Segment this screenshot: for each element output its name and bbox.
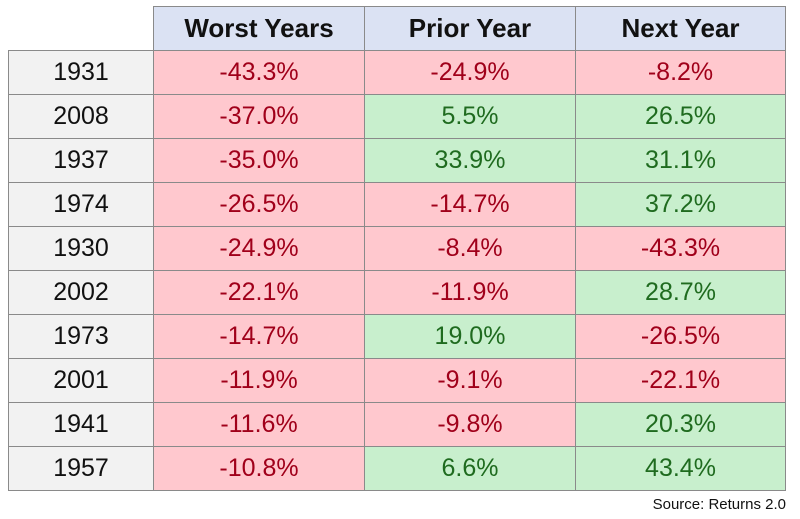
prior-return-cell: -9.8% <box>364 402 576 447</box>
prior-return-cell: 5.5% <box>364 94 576 139</box>
header-corner-cell <box>8 6 154 51</box>
worst-return-cell: -10.8% <box>153 446 365 491</box>
header-row: Worst Years Prior Year Next Year <box>8 6 786 51</box>
table-row: 1941 -11.6% -9.8% 20.3% <box>8 402 786 447</box>
prior-return-cell: -9.1% <box>364 358 576 403</box>
table-row: 2008 -37.0% 5.5% 26.5% <box>8 94 786 139</box>
next-return-cell: 31.1% <box>575 138 786 183</box>
worst-return-cell: -11.9% <box>153 358 365 403</box>
year-cell: 1930 <box>8 226 154 271</box>
prior-return-cell: -24.9% <box>364 50 576 95</box>
worst-years-table: Worst Years Prior Year Next Year 1931 -43… <box>8 6 786 491</box>
year-cell: 1974 <box>8 182 154 227</box>
year-cell: 2001 <box>8 358 154 403</box>
next-return-cell: -26.5% <box>575 314 786 359</box>
year-cell: 1937 <box>8 138 154 183</box>
prior-return-cell: 19.0% <box>364 314 576 359</box>
prior-return-cell: 6.6% <box>364 446 576 491</box>
next-return-cell: -43.3% <box>575 226 786 271</box>
table-row: 2001 -11.9% -9.1% -22.1% <box>8 358 786 403</box>
year-cell: 1931 <box>8 50 154 95</box>
worst-return-cell: -43.3% <box>153 50 365 95</box>
table-row: 1937 -35.0% 33.9% 31.1% <box>8 138 786 183</box>
table-row: 1973 -14.7% 19.0% -26.5% <box>8 314 786 359</box>
next-return-cell: 20.3% <box>575 402 786 447</box>
table-body: 1931 -43.3% -24.9% -8.2% 2008 -37.0% 5.5% 26.5%… <box>8 50 786 491</box>
next-return-cell: 28.7% <box>575 270 786 315</box>
worst-return-cell: -26.5% <box>153 182 365 227</box>
year-cell: 1957 <box>8 446 154 491</box>
year-cell: 2008 <box>8 94 154 139</box>
worst-return-cell: -14.7% <box>153 314 365 359</box>
source-note: Source: Returns 2.0 <box>652 496 786 513</box>
year-cell: 1973 <box>8 314 154 359</box>
header-next-year: Next Year <box>575 6 786 51</box>
header-prior-year: Prior Year <box>364 6 576 51</box>
table-row: 1930 -24.9% -8.4% -43.3% <box>8 226 786 271</box>
next-return-cell: -22.1% <box>575 358 786 403</box>
header-worst-years: Worst Years <box>153 6 365 51</box>
next-return-cell: 26.5% <box>575 94 786 139</box>
worst-return-cell: -24.9% <box>153 226 365 271</box>
prior-return-cell: -8.4% <box>364 226 576 271</box>
prior-return-cell: -11.9% <box>364 270 576 315</box>
next-return-cell: 43.4% <box>575 446 786 491</box>
worst-return-cell: -11.6% <box>153 402 365 447</box>
next-return-cell: -8.2% <box>575 50 786 95</box>
table-row: 1931 -43.3% -24.9% -8.2% <box>8 50 786 95</box>
prior-return-cell: -14.7% <box>364 182 576 227</box>
next-return-cell: 37.2% <box>575 182 786 227</box>
worst-return-cell: -35.0% <box>153 138 365 183</box>
year-cell: 1941 <box>8 402 154 447</box>
table-row: 1974 -26.5% -14.7% 37.2% <box>8 182 786 227</box>
table-row: 1957 -10.8% 6.6% 43.4% <box>8 446 786 491</box>
year-cell: 2002 <box>8 270 154 315</box>
worst-return-cell: -37.0% <box>153 94 365 139</box>
prior-return-cell: 33.9% <box>364 138 576 183</box>
table-row: 2002 -22.1% -11.9% 28.7% <box>8 270 786 315</box>
worst-return-cell: -22.1% <box>153 270 365 315</box>
